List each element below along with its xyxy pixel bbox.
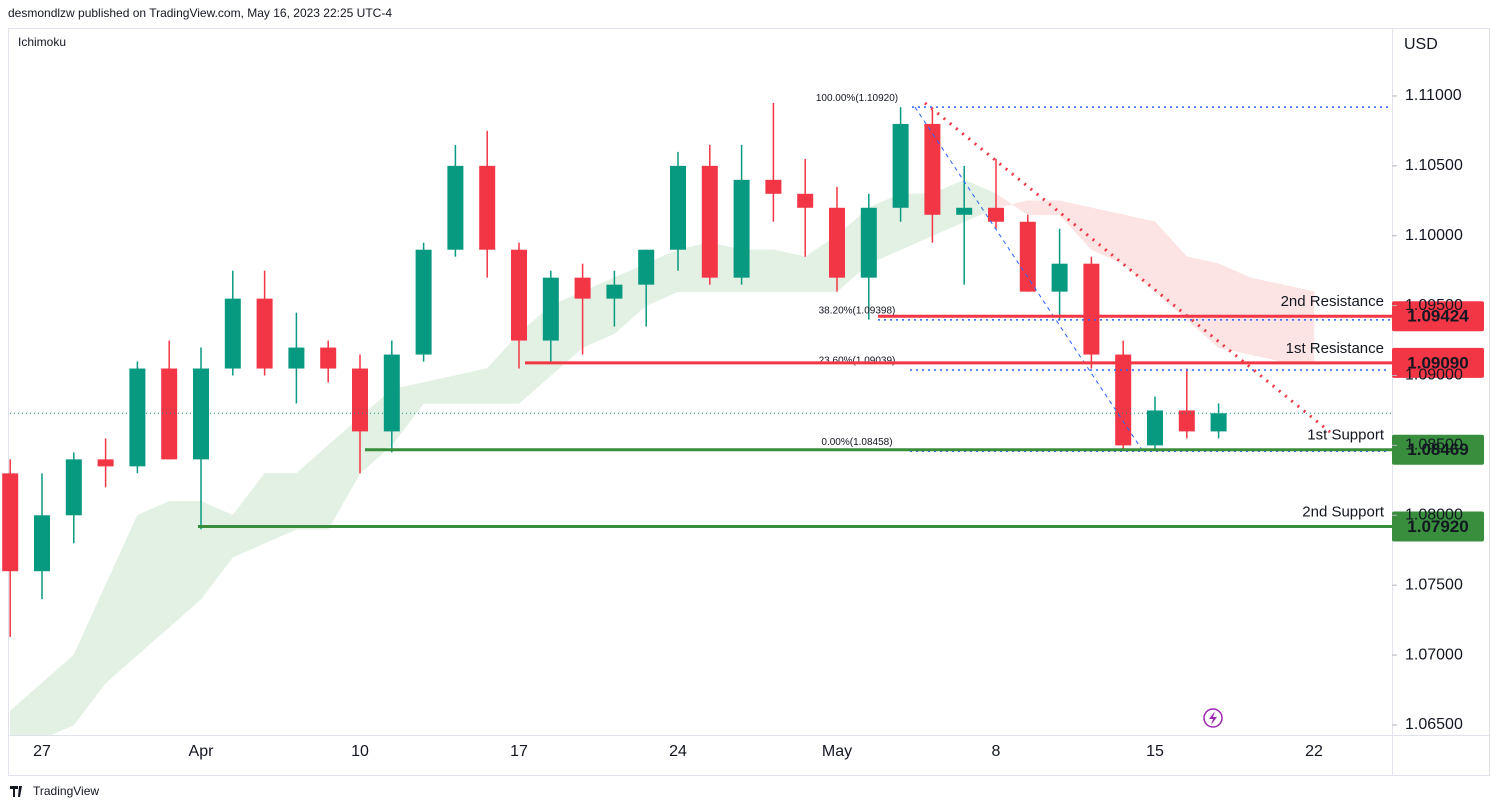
x-tick-label: 15	[1146, 743, 1164, 760]
candle-body	[670, 165, 686, 250]
y-tick-label: 1.07500	[1405, 576, 1463, 593]
level-price-label: 1.08469	[1407, 440, 1468, 459]
cloud-segment	[1250, 277, 1283, 362]
candle-body	[542, 277, 559, 341]
level-name: 2nd Support	[1302, 503, 1385, 520]
candle-body	[1178, 410, 1195, 432]
candle-body	[988, 207, 1004, 222]
candle-body	[415, 249, 432, 355]
candle-body	[892, 123, 909, 208]
level-price-box	[1392, 434, 1484, 465]
y-tick-label: 1.10500	[1405, 157, 1463, 174]
candle-body	[956, 207, 973, 215]
candle-body	[256, 298, 273, 369]
cloud-segment	[9, 682, 43, 735]
level-name: 1st Resistance	[1286, 340, 1384, 357]
candle-body	[511, 249, 527, 341]
candle-body	[924, 123, 941, 215]
level-name: 2nd Resistance	[1281, 293, 1384, 310]
level-price-label: 1.07920	[1407, 517, 1468, 536]
x-tick-label: Apr	[189, 743, 215, 760]
y-tick-label: 1.06500	[1405, 716, 1463, 733]
candle-body	[574, 277, 591, 299]
candle-body	[193, 368, 209, 460]
candle-body	[1147, 410, 1163, 446]
level-price-box	[1392, 347, 1484, 378]
y-tick-label: 1.08500	[1405, 437, 1463, 454]
x-tick-label: May	[822, 743, 852, 760]
fib-label: 100.00%(1.10920)	[816, 93, 898, 104]
x-tick-label: 17	[510, 743, 528, 760]
candle-body	[638, 249, 655, 285]
candle-body	[129, 368, 146, 467]
candle-body	[797, 193, 814, 208]
y-tick-label: 1.11000	[1405, 87, 1462, 104]
level-name: 1st Support	[1307, 427, 1385, 444]
publisher: desmondlzw published on TradingView.com,…	[8, 6, 392, 20]
y-tick-label: 1.09500	[1405, 297, 1463, 314]
brand[interactable]: TradingView	[33, 784, 99, 798]
level-price-label: 1.09424	[1407, 307, 1469, 326]
candle-body	[479, 165, 496, 250]
candle-body	[352, 368, 368, 432]
candle-body	[829, 207, 845, 278]
fib-label: 23.60%(1.09039)	[819, 356, 896, 367]
candle-body	[34, 515, 50, 572]
x-tick-label: 22	[1305, 743, 1323, 760]
candle-body	[1210, 413, 1227, 432]
candle-body	[1083, 263, 1100, 355]
indicator-label: Ichimoku	[18, 35, 66, 49]
y-tick-label: 1.09000	[1405, 367, 1463, 384]
level-price-label: 1.09090	[1407, 353, 1468, 372]
candle-body	[224, 298, 241, 369]
frame	[8, 28, 1490, 776]
y-tick-label: 1.10000	[1405, 227, 1463, 244]
candle-body	[765, 179, 782, 194]
replay-icon[interactable]	[1203, 708, 1223, 728]
candle-body	[860, 207, 877, 278]
cloud-segment	[1218, 263, 1251, 355]
candle-body	[701, 165, 718, 278]
candle-body	[383, 354, 400, 432]
x-tick-label: 8	[992, 743, 1001, 760]
candle-body	[1115, 354, 1132, 446]
x-tick-label: 24	[669, 743, 687, 760]
candle-body	[65, 459, 82, 516]
cloud-segment	[1027, 200, 1060, 216]
fib-label: 0.00%(1.08458)	[821, 437, 892, 448]
candle-body	[447, 165, 464, 250]
y-axis-label: USD	[1404, 36, 1438, 53]
cloud-segment	[773, 249, 806, 292]
candle-body	[161, 368, 178, 460]
candle-body	[97, 459, 114, 467]
annotations: 100.00%(1.10920) 38.20%(1.09398) 23.60%(1.…	[10, 93, 1484, 542]
x-tick-label: 10	[351, 743, 369, 760]
candles	[2, 102, 1227, 637]
candle-body	[1019, 221, 1036, 292]
candle-body	[733, 179, 750, 278]
y-tick-label: 1.08000	[1405, 507, 1463, 524]
candle-body	[606, 284, 623, 299]
candle-body	[1051, 263, 1068, 292]
candle-body	[2, 473, 19, 572]
level-price-box	[1392, 301, 1484, 332]
y-tick-label: 1.07000	[1405, 646, 1463, 663]
candle-body	[320, 347, 337, 369]
fib-label: 38.20%(1.09398)	[819, 306, 896, 317]
level-price-box	[1392, 511, 1484, 542]
x-tick-label: 27	[33, 743, 51, 760]
candle-body	[288, 347, 305, 369]
brand-logo[interactable]	[10, 786, 22, 797]
